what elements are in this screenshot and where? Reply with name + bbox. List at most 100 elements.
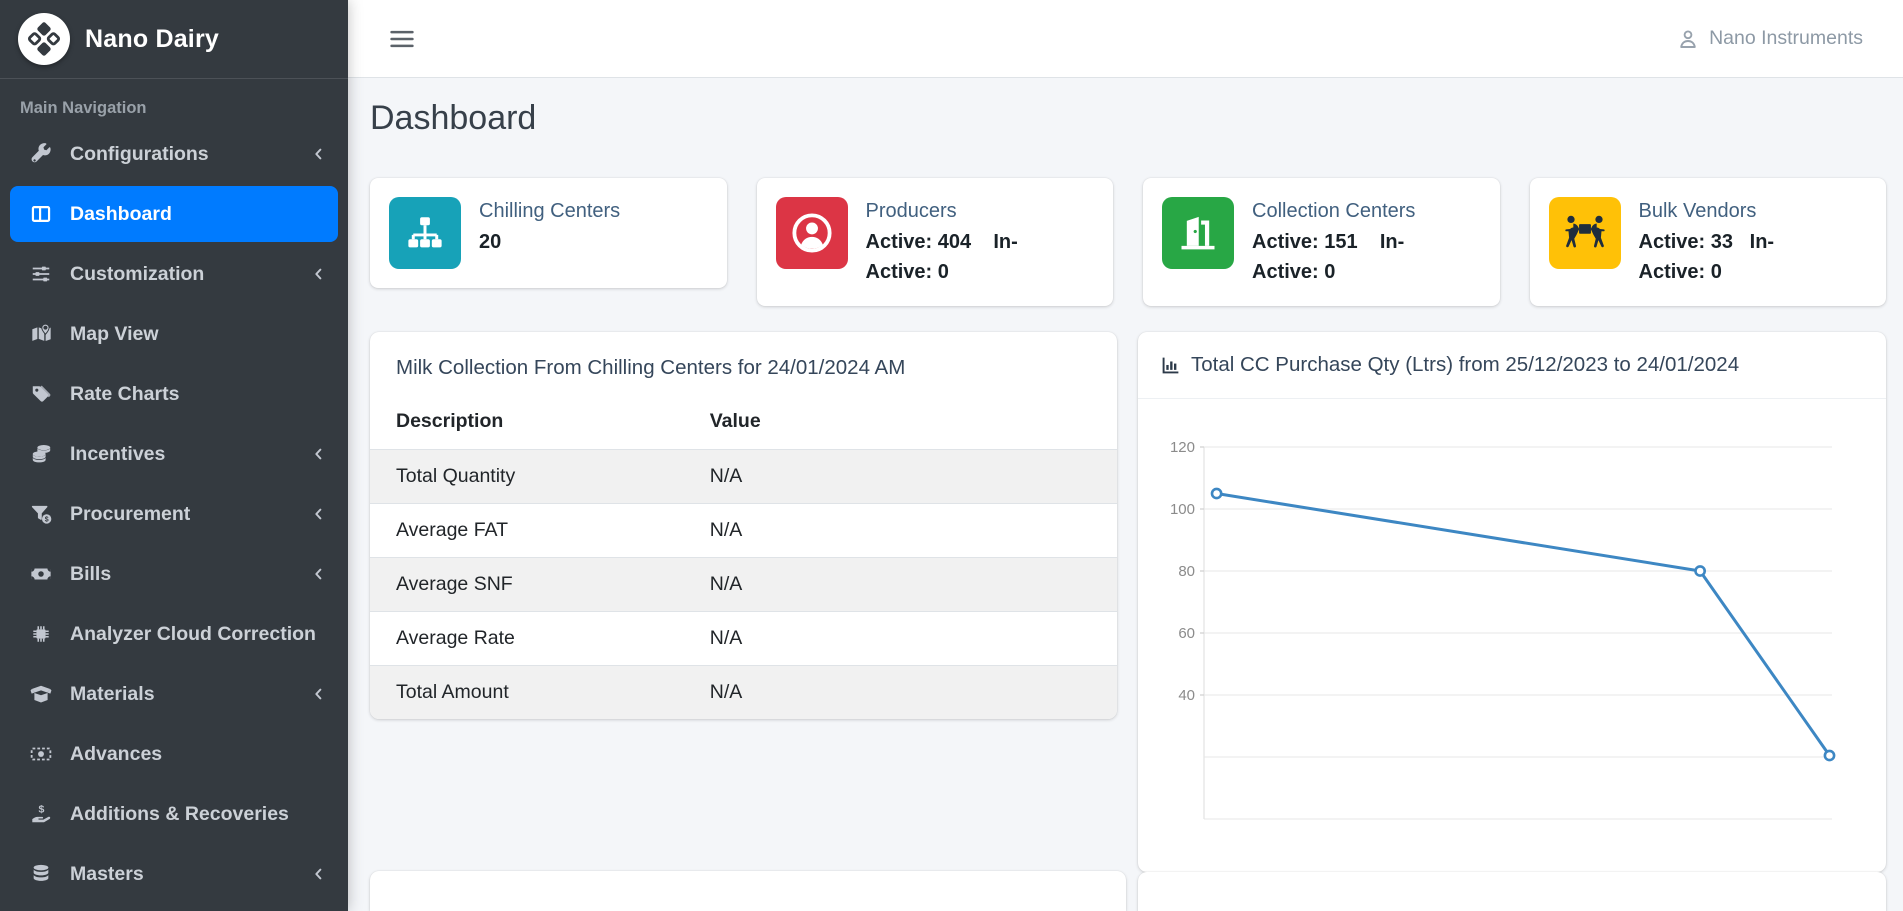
stat-card-text: Collection Centers Active: 151 In- Active:… (1252, 197, 1415, 287)
sidebar-item-label: Additions & Recoveries (70, 802, 289, 825)
svg-text:120: 120 (1170, 439, 1195, 456)
sidebar-item-advances[interactable]: Advances (10, 726, 338, 782)
table-row: Total Amount N/A (370, 665, 1117, 719)
sidebar-item-additions-recoveries[interactable]: $ Additions & Recoveries (10, 786, 338, 842)
bar-chart-icon (1160, 355, 1181, 376)
hand-holding-dollar-icon: $ (24, 803, 58, 825)
partial-card-right (1138, 872, 1886, 911)
chevron-left-icon (311, 687, 326, 702)
chevron-left-icon (311, 267, 326, 282)
sidebar-item-incentives[interactable]: Incentives (10, 426, 338, 482)
stat-card-value: Active: 151 In- (1252, 231, 1405, 253)
milk-collection-table: Description Value Total Quantity N/A Avera… (370, 398, 1117, 719)
row-description: Total Amount (396, 681, 509, 703)
money-bill-icon (24, 563, 58, 585)
stat-card-value: Active: 404 In- (865, 231, 1018, 253)
nav-section-label: Main Navigation (20, 99, 147, 117)
brand[interactable]: Nano Dairy (0, 0, 348, 79)
row-description: Average SNF (396, 573, 513, 595)
user-menu[interactable]: Nano Instruments (1676, 27, 1863, 51)
sidebar-item-materials[interactable]: Materials (10, 666, 338, 722)
hamburger-icon (390, 30, 414, 47)
sidebar-item-rate-charts[interactable]: Rate Charts (10, 366, 338, 422)
milk-collection-panel: Milk Collection From Chilling Centers fo… (370, 332, 1117, 719)
nano-dairy-logo-icon (18, 13, 70, 65)
sidebar-item-label: Incentives (70, 442, 166, 465)
door-open-icon (1176, 211, 1220, 255)
panels-row: Milk Collection From Chilling Centers fo… (370, 332, 1886, 872)
wrench-icon (24, 143, 58, 165)
user-name: Nano Instruments (1709, 27, 1863, 49)
user-icon (1676, 27, 1700, 51)
sidebar: Nano Dairy Main Navigation Configuration… (0, 0, 348, 911)
stat-card-value: Active: 0 (1252, 261, 1336, 283)
sidebar-item-customization[interactable]: Customization (10, 246, 338, 302)
sidebar-item-label: Rate Charts (70, 382, 180, 405)
chevron-left-icon (311, 147, 326, 162)
svg-text:$: $ (39, 804, 45, 816)
sidebar-item-label: Masters (70, 862, 144, 885)
sidebar-item-label: Advances (70, 742, 163, 765)
sidebar-item-label: Customization (70, 262, 205, 285)
row-value: N/A (709, 681, 743, 703)
sliders-icon (24, 263, 58, 285)
chevron-left-icon (311, 507, 326, 522)
sidebar-item-configurations[interactable]: Configurations (10, 126, 338, 182)
cc-purchase-chart-panel: Total CC Purchase Qty (Ltrs) from 25/12/… (1138, 332, 1886, 872)
stat-card-value: Active: 0 (1638, 261, 1722, 283)
user-circle-icon (789, 210, 835, 256)
stat-card-producers: Producers Active: 404 In- Active: 0 (756, 178, 1113, 306)
chevron-left-icon (311, 447, 326, 462)
topbar: Nano Instruments (348, 0, 1903, 78)
sidebar-item-analyzer-cloud-correction[interactable]: Analyzer Cloud Correction (10, 606, 338, 662)
stat-card-title: Chilling Centers (479, 200, 621, 222)
stat-card-value: Active: 33 In- (1638, 231, 1775, 253)
row-description: Total Quantity (396, 465, 516, 487)
sidebar-item-masters[interactable]: Masters (10, 846, 338, 902)
row-value: N/A (709, 519, 743, 541)
row-value: N/A (709, 573, 743, 595)
sidebar-item-label: Procurement (70, 502, 191, 525)
column-header-description: Description (396, 410, 504, 432)
stat-cards-row: Chilling Centers 20 Producers Active: 404 I… (370, 178, 1886, 306)
stat-card-bulk-vendors: Bulk Vendors Active: 33 In- Active: 0 (1529, 178, 1886, 306)
sidebar-item-label: Analyzer Cloud Correction (70, 622, 316, 645)
stat-card-icon-box (389, 197, 461, 269)
table-row: Average FAT N/A (370, 503, 1117, 558)
microchip-icon (24, 623, 58, 645)
database-icon (24, 863, 58, 885)
sidebar-toggle-button[interactable] (388, 25, 416, 53)
stat-card-chilling-centers: Chilling Centers 20 (370, 178, 727, 288)
svg-text:100: 100 (1170, 501, 1195, 518)
page-title: Dashboard (370, 99, 537, 137)
row-description: Average FAT (396, 519, 509, 541)
svg-text:$: $ (44, 516, 48, 523)
sidebar-item-bills[interactable]: Bills (10, 546, 338, 602)
stat-card-text: Chilling Centers 20 (479, 197, 620, 269)
stat-card-text: Producers Active: 404 In- Active: 0 (866, 197, 1018, 287)
sidebar-item-procurement[interactable]: $ Procurement (10, 486, 338, 542)
box-open-icon (24, 683, 58, 705)
chevron-left-icon (311, 867, 326, 882)
column-header-value: Value (709, 410, 761, 432)
sidebar-item-label: Configurations (70, 142, 209, 165)
svg-text:60: 60 (1178, 625, 1195, 642)
coins-icon (24, 443, 58, 465)
stat-card-value: Active: 0 (865, 261, 949, 283)
row-description: Average Rate (396, 627, 515, 649)
stat-card-title: Bulk Vendors (1638, 200, 1757, 222)
stat-card-icon-box (775, 197, 848, 269)
sidebar-item-map-view[interactable]: Map View (10, 306, 338, 362)
table-row: Average Rate N/A (370, 611, 1117, 666)
stat-card-value: 20 (479, 231, 502, 253)
svg-text:80: 80 (1178, 563, 1195, 580)
row-value: N/A (709, 465, 743, 487)
sitemap-icon (404, 212, 446, 254)
stat-card-title: Collection Centers (1252, 200, 1416, 222)
chart-title: Total CC Purchase Qty (Ltrs) from 25/12/… (1191, 353, 1740, 376)
content-area: Dashboard Chilling Centers 20 Producers Act… (348, 79, 1903, 911)
chart-body: 120 100 80 60 40 (1138, 399, 1886, 872)
sidebar-item-label: Bills (70, 562, 112, 585)
funnel-dollar-icon: $ (24, 503, 58, 525)
sidebar-item-dashboard[interactable]: Dashboard (10, 186, 338, 242)
